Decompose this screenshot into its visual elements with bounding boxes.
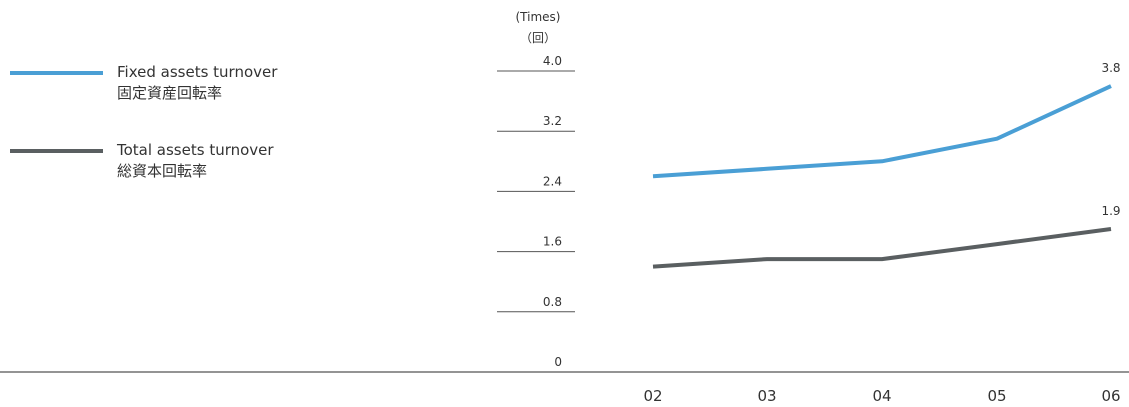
- series-line-fixed-assets: [652, 84, 1112, 179]
- legend-item-total-assets: Total assets turnover 総資本回転率: [10, 140, 274, 182]
- legend-swatch-fixed-assets: [10, 71, 103, 75]
- y-tick-label: 0: [554, 355, 562, 369]
- x-tick-label: 04: [872, 387, 891, 405]
- y-tick-label: 3.2: [543, 114, 562, 128]
- legend-label-total-assets-en: Total assets turnover: [117, 141, 274, 159]
- data-label: 3.8: [1101, 61, 1120, 75]
- y-axis-unit-label-ja: （回）: [520, 31, 556, 45]
- x-tick-label: 02: [643, 387, 662, 405]
- y-tick-label: 0.8: [543, 295, 562, 309]
- legend-swatch-total-assets: [10, 149, 103, 153]
- x-tick-label: 06: [1101, 387, 1120, 405]
- legend-label-fixed-assets-ja: 固定資産回転率: [117, 84, 223, 102]
- y-tick-label: 2.4: [543, 174, 562, 188]
- data-label: 1.9: [1101, 204, 1120, 218]
- x-tick-label: 03: [757, 387, 776, 405]
- y-axis-unit-label-en: (Times): [516, 10, 561, 24]
- y-tick-label: 1.6: [543, 235, 562, 249]
- series-line-total-assets: [652, 227, 1112, 269]
- y-tick-label: 4.0: [543, 54, 562, 68]
- legend-item-fixed-assets: Fixed assets turnover 固定資産回転率: [10, 62, 277, 104]
- legend-label-total-assets-ja: 総資本回転率: [117, 162, 208, 180]
- x-tick-label: 05: [987, 387, 1006, 405]
- legend-label-fixed-assets-en: Fixed assets turnover: [117, 63, 278, 81]
